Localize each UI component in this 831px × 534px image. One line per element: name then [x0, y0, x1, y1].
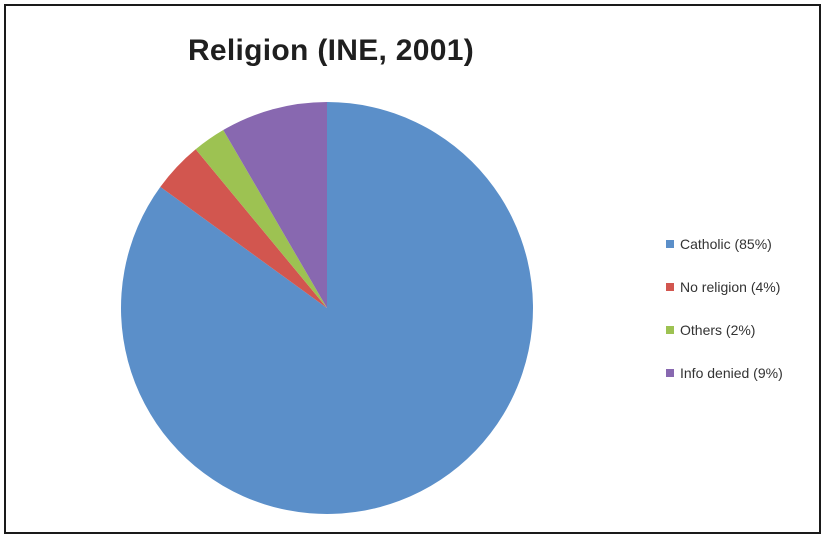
- legend-swatch: [666, 369, 674, 377]
- legend-swatch: [666, 240, 674, 248]
- legend-label: Others (2%): [680, 322, 756, 338]
- pie-slice-4: [223, 102, 327, 308]
- pie-chart: [120, 102, 534, 514]
- chart-frame: Religion (INE, 2001) Catholic (85%) No re…: [4, 4, 821, 534]
- legend-label: Catholic (85%): [680, 236, 772, 252]
- legend-item: Others (2%): [666, 320, 826, 340]
- legend-label: Info denied (9%): [680, 365, 783, 381]
- legend: Catholic (85%) No religion (4%) Others (2%…: [666, 234, 826, 406]
- pie-slice-2: [160, 149, 327, 308]
- legend-item: No religion (4%): [666, 277, 826, 297]
- legend-label: No religion (4%): [680, 279, 781, 295]
- legend-item: Info denied (9%): [666, 363, 826, 383]
- pie-slice-3: [195, 130, 327, 308]
- legend-swatch: [666, 283, 674, 291]
- legend-swatch: [666, 326, 674, 334]
- chart-title: Religion (INE, 2001): [187, 34, 475, 67]
- legend-item: Catholic (85%): [666, 234, 826, 254]
